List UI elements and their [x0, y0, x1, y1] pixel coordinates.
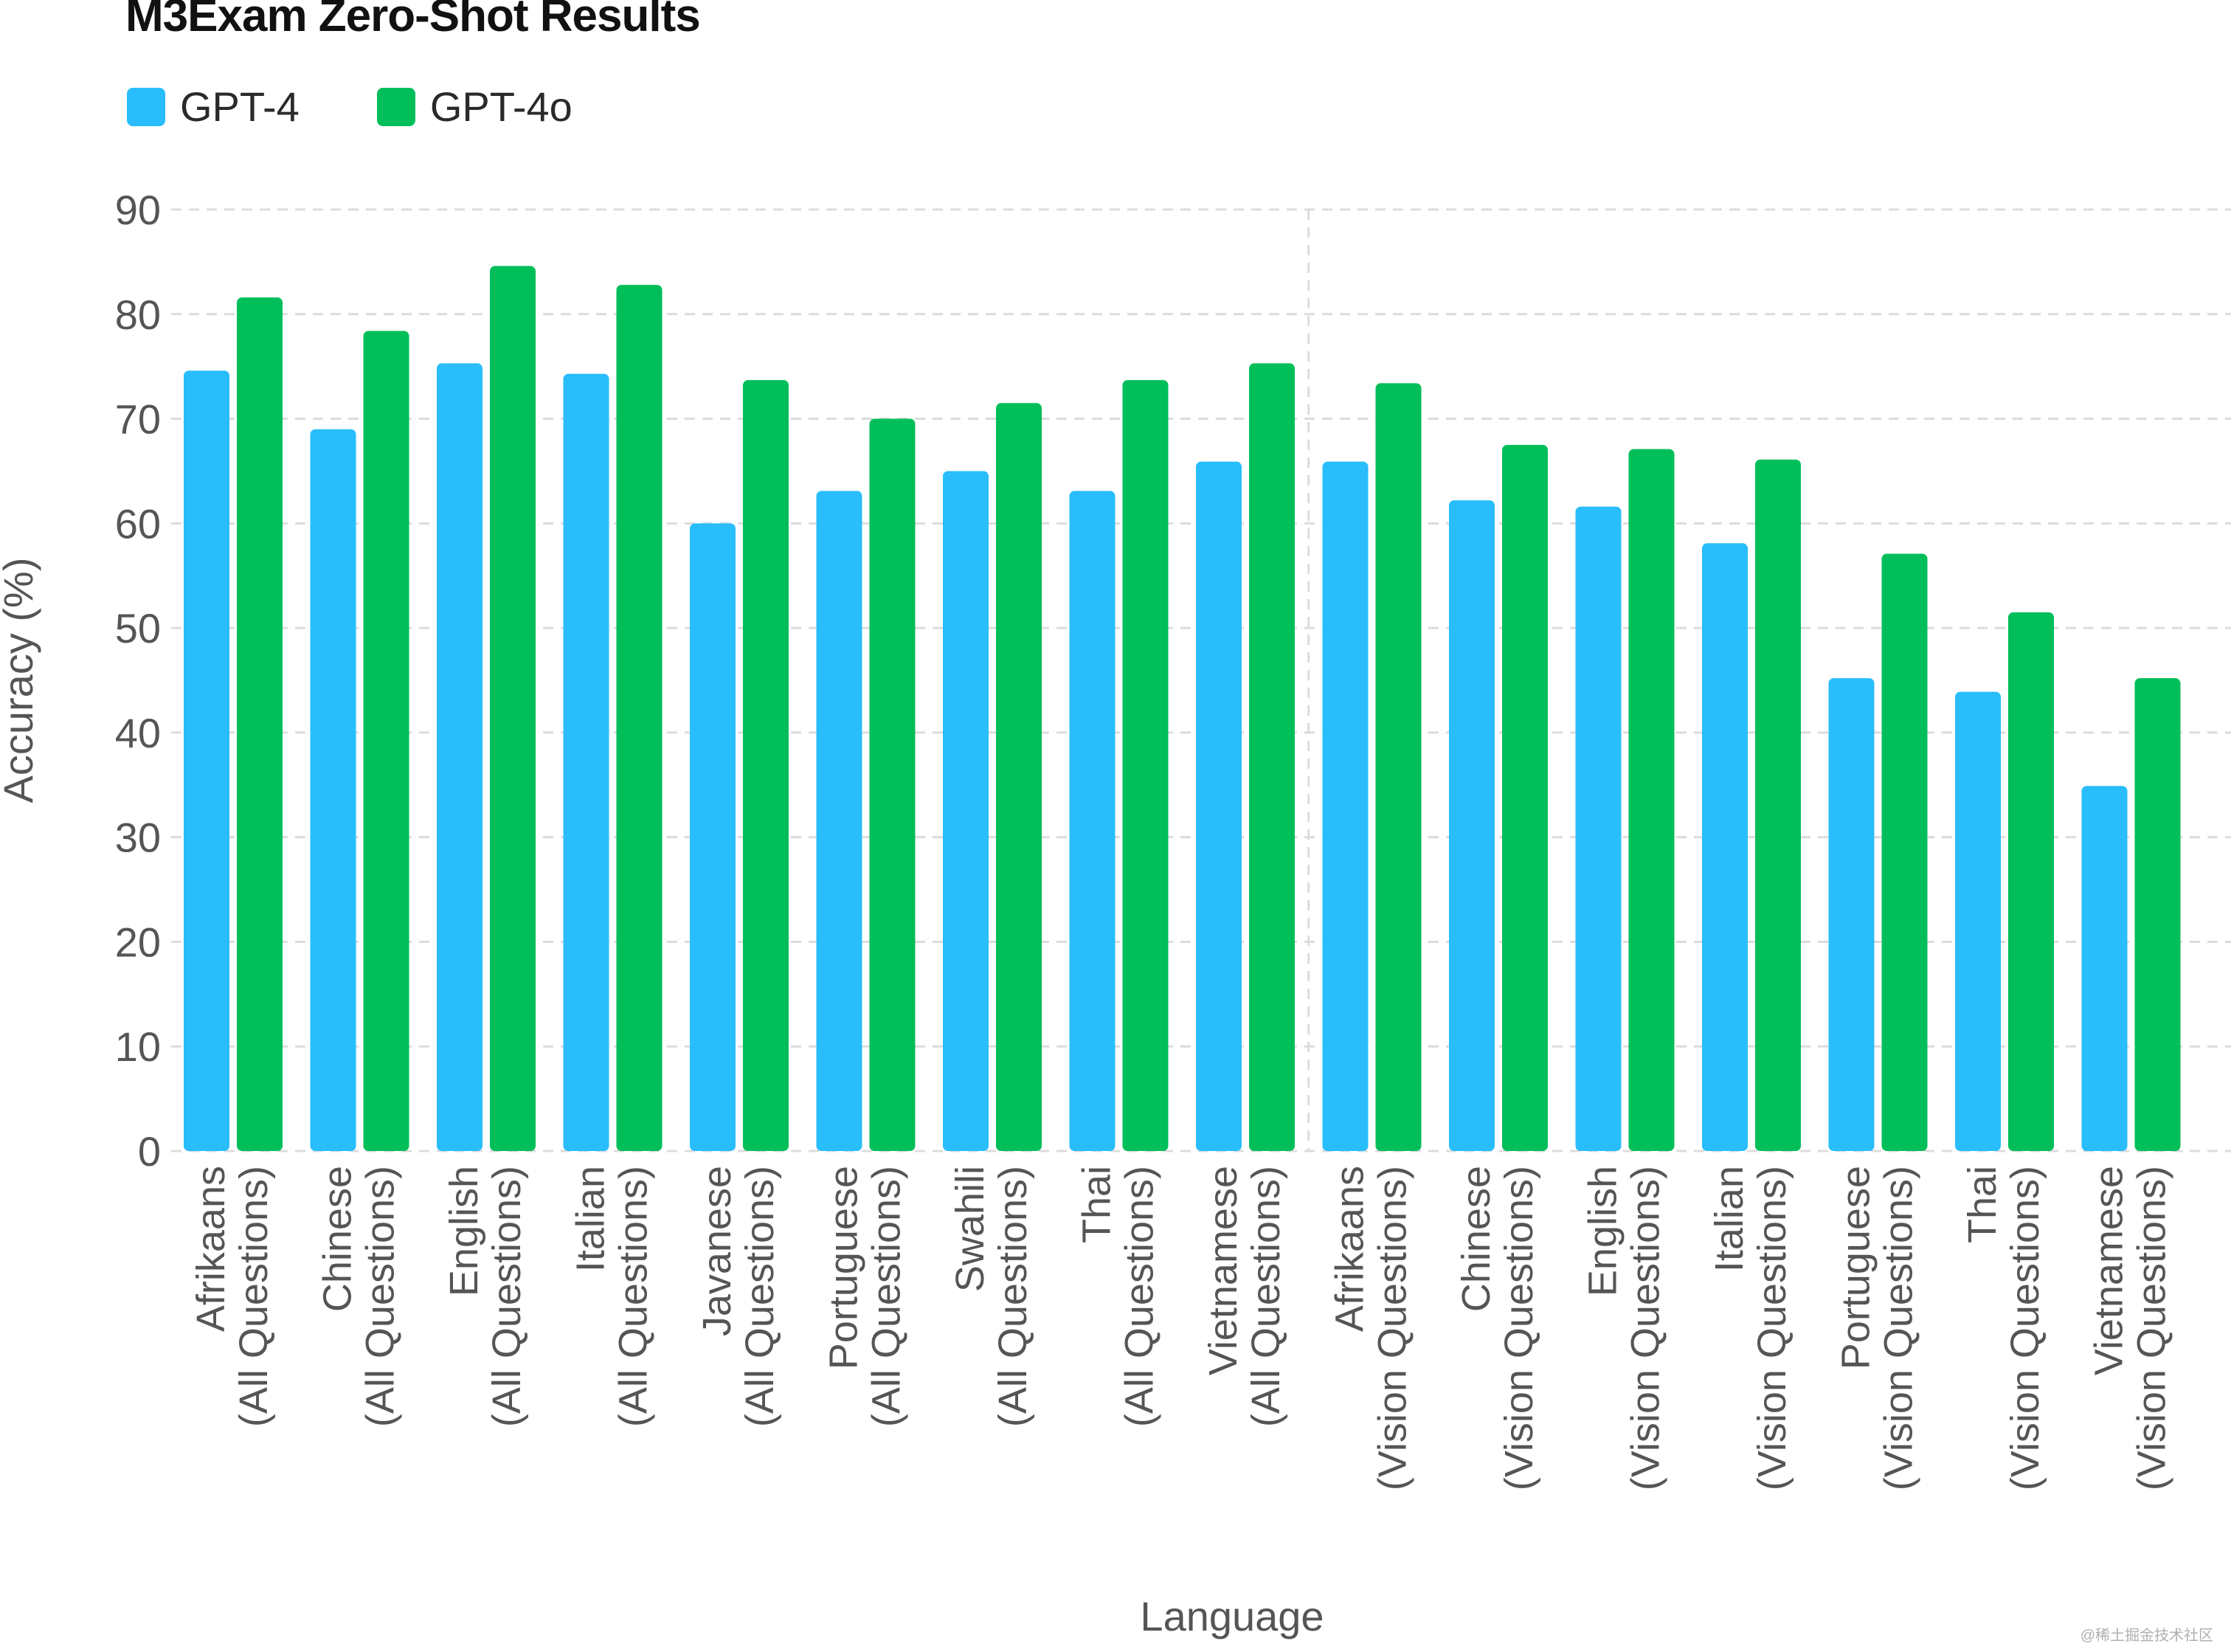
- bar-gpt4: [1322, 461, 1369, 1151]
- x-category-label: Portuguese(Vision Questions): [1834, 1166, 1921, 1490]
- bar-gpt4o: [2008, 612, 2054, 1151]
- bar-gpt4: [1575, 506, 1622, 1151]
- x-category-label: Thai(Vision Questions): [1960, 1166, 2047, 1490]
- y-tick-label: 70: [115, 396, 161, 443]
- bar-gpt4o: [490, 266, 536, 1151]
- x-category-label: Italian(All Questions): [569, 1166, 656, 1427]
- bar-gpt4o: [1502, 445, 1548, 1151]
- bar-gpt4: [1069, 491, 1116, 1151]
- chart-title: M3Exam Zero-Shot Results: [125, 0, 701, 41]
- legend-item-gpt4: GPT-4: [127, 83, 300, 131]
- bar-gpt4o: [363, 331, 409, 1152]
- bar-gpt4o: [743, 380, 789, 1151]
- y-tick-label: 30: [115, 815, 161, 861]
- x-category-label: Javanese(All Questions): [695, 1166, 782, 1427]
- bar-gpt4o: [616, 285, 663, 1152]
- x-category-label: Afrikaans(All Questions): [189, 1166, 276, 1427]
- bar-gpt4o: [1628, 449, 1675, 1151]
- legend-label-gpt4o: GPT-4o: [429, 83, 573, 130]
- y-tick-label: 40: [115, 710, 161, 756]
- bar-gpt4o: [2134, 678, 2181, 1151]
- bar-gpt4o: [1249, 363, 1295, 1151]
- bar-gpt4: [1955, 691, 2001, 1151]
- bar-gpt4: [1449, 500, 1495, 1151]
- chart-legend: GPT-4 GPT-4o: [127, 83, 650, 131]
- y-tick-label: 20: [115, 919, 161, 965]
- y-tick-label: 80: [115, 291, 161, 338]
- bar-gpt4: [184, 370, 229, 1151]
- bar-gpt4: [310, 429, 356, 1151]
- x-category-label: Portuguese(All Questions): [822, 1166, 909, 1427]
- bar-gpt4: [1828, 678, 1875, 1151]
- legend-item-gpt4o: GPT-4o: [376, 83, 573, 131]
- bar-gpt4: [816, 491, 862, 1151]
- x-category-label: English(Vision Questions): [1581, 1166, 1668, 1490]
- y-axis-title: Accuracy (%): [0, 558, 41, 803]
- x-category-label: Italian(Vision Questions): [1707, 1166, 1794, 1490]
- x-category-label: Chinese(Vision Questions): [1454, 1166, 1541, 1490]
- bar-gpt4: [1702, 543, 1748, 1151]
- bar-gpt4: [2081, 786, 2128, 1151]
- bar-gpt4: [943, 471, 989, 1151]
- bar-gpt4o: [996, 403, 1042, 1151]
- legend-swatch-gpt4: [127, 87, 165, 126]
- legend-label-gpt4: GPT-4: [180, 83, 300, 130]
- x-category-label: Chinese(All Questions): [316, 1166, 403, 1427]
- y-tick-label: 90: [115, 187, 161, 233]
- y-tick-label: 10: [115, 1023, 161, 1070]
- watermark: @稀土掘金技术社区: [2080, 1628, 2213, 1644]
- x-category-label: Vietnamese(All Questions): [1201, 1166, 1288, 1427]
- bar-gpt4: [690, 523, 736, 1151]
- x-category-label: Thai(All Questions): [1075, 1166, 1162, 1427]
- x-category-label: Afrikaans(Vision Questions): [1328, 1166, 1415, 1490]
- bar-gpt4o: [1122, 380, 1169, 1151]
- x-category-label: English(All Questions): [442, 1166, 529, 1427]
- bar-gpt4o: [869, 418, 916, 1151]
- y-tick-label: 0: [138, 1128, 161, 1175]
- bar-gpt4: [437, 363, 482, 1151]
- y-tick-label: 60: [115, 500, 161, 547]
- bar-gpt4o: [237, 297, 283, 1152]
- x-axis-title: Language: [1140, 1593, 1324, 1639]
- bar-gpt4o: [1755, 459, 1801, 1151]
- x-category-label: Vietnamese(Vision Questions): [2087, 1166, 2174, 1490]
- y-tick-label: 50: [115, 605, 161, 652]
- bar-gpt4o: [1375, 383, 1422, 1152]
- bar-gpt4: [1196, 461, 1242, 1151]
- bar-gpt4o: [1881, 553, 1928, 1151]
- bar-gpt4: [563, 373, 609, 1152]
- x-category-label: Swahili(All Questions): [948, 1166, 1035, 1427]
- legend-swatch-gpt4o: [376, 87, 415, 126]
